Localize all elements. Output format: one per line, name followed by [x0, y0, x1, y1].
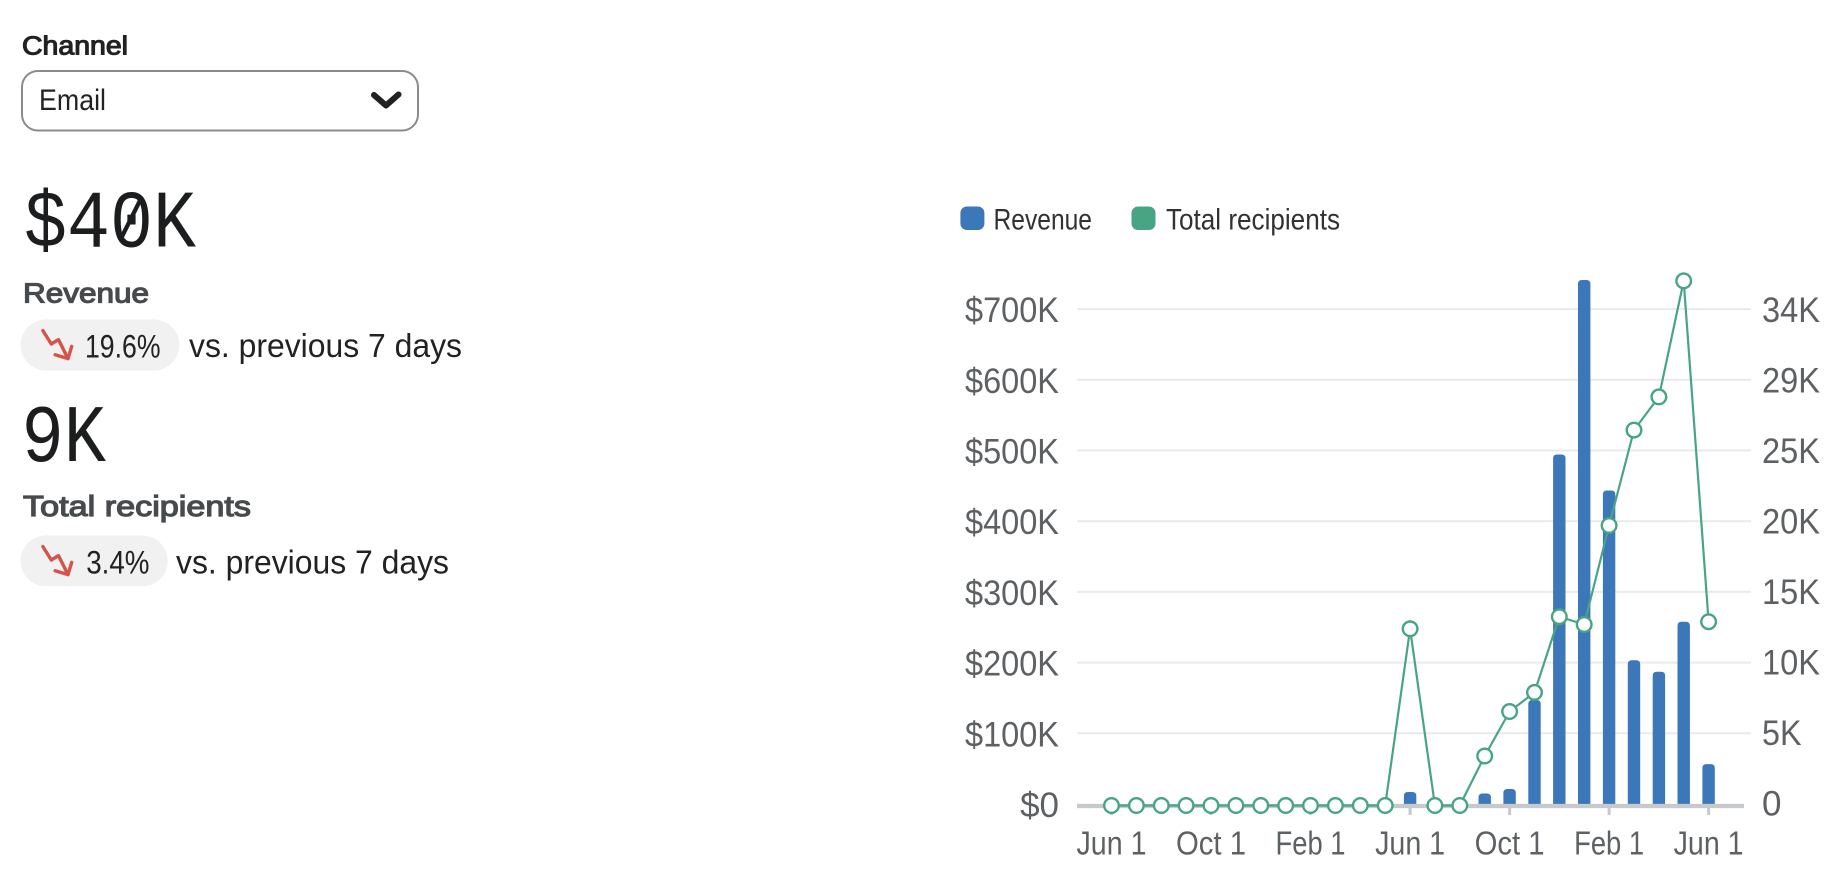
svg-text:Oct 1: Oct 1 [1176, 825, 1246, 862]
svg-text:$700K: $700K [965, 291, 1059, 330]
svg-text:29K: 29K [1762, 361, 1820, 400]
svg-text:25K: 25K [1762, 432, 1820, 471]
svg-text:Jun 1: Jun 1 [1077, 825, 1147, 862]
svg-text:Feb 1: Feb 1 [1574, 825, 1644, 862]
svg-text:vs. previous 7 days: vs. previous 7 days [189, 328, 462, 365]
svg-text:Email: Email [39, 84, 106, 117]
svg-text:Total recipients: Total recipients [1166, 204, 1340, 237]
svg-text:5K: 5K [1762, 714, 1802, 753]
svg-text:$0: $0 [1020, 786, 1059, 825]
svg-text:$200K: $200K [965, 645, 1059, 684]
svg-text:0: 0 [1762, 785, 1781, 824]
svg-text:$600K: $600K [965, 362, 1059, 401]
svg-text:Channel: Channel [22, 33, 128, 61]
svg-text:Jun 1: Jun 1 [1674, 825, 1744, 862]
svg-text:20K: 20K [1762, 502, 1820, 541]
svg-text:Total recipients: Total recipients [23, 491, 251, 523]
svg-text:Oct 1: Oct 1 [1475, 825, 1545, 862]
svg-text:9K: 9K [22, 393, 107, 486]
svg-text:10K: 10K [1762, 644, 1820, 683]
svg-text:19.6%: 19.6% [85, 328, 161, 364]
svg-text:$300K: $300K [965, 574, 1059, 613]
svg-text:3.4%: 3.4% [86, 545, 149, 581]
svg-text:34K: 34K [1762, 291, 1820, 330]
svg-text:$500K: $500K [965, 433, 1059, 472]
svg-text:Feb 1: Feb 1 [1276, 825, 1346, 862]
svg-text:vs. previous 7 days: vs. previous 7 days [176, 545, 449, 582]
svg-text:$40K: $40K [24, 180, 196, 272]
svg-text:Revenue: Revenue [994, 204, 1093, 237]
svg-text:Jun 1: Jun 1 [1375, 825, 1445, 862]
svg-text:$400K: $400K [965, 503, 1059, 542]
svg-text:Revenue: Revenue [23, 278, 149, 309]
svg-text:$100K: $100K [965, 715, 1059, 754]
svg-text:15K: 15K [1762, 573, 1820, 612]
